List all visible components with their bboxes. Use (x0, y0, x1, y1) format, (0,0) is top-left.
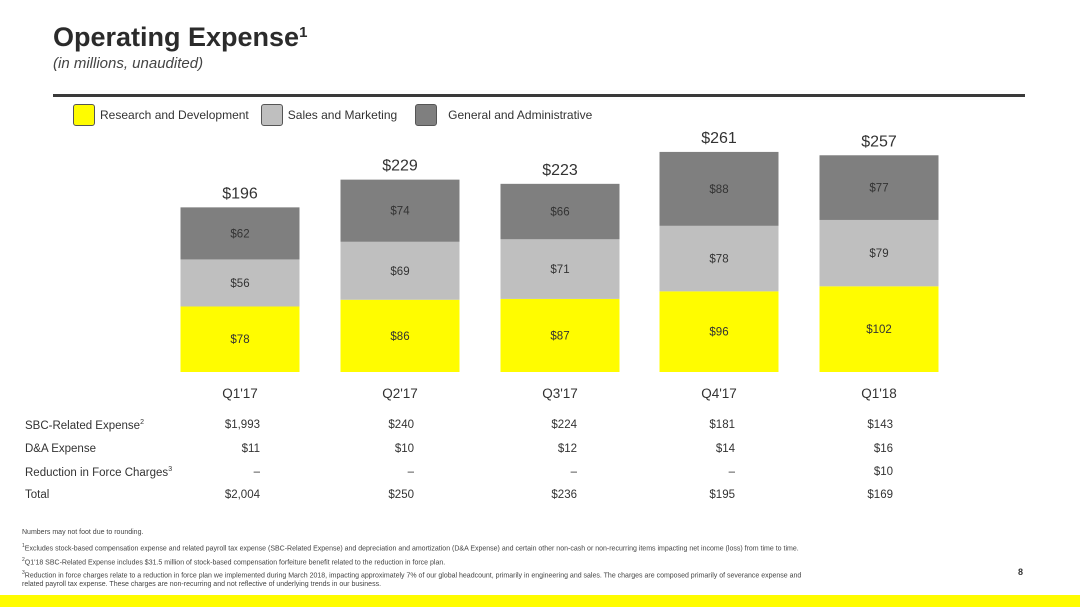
legend-swatch-ga (415, 104, 438, 126)
footnote-rounding: Numbers may not foot due to rounding. (22, 529, 144, 536)
brand-bottom-bar (0, 595, 1080, 607)
bar-label-sm-3: $78 (709, 254, 728, 266)
bar-sm-0 (180, 259, 300, 307)
bar-sm-3 (659, 225, 779, 292)
category-label-3: Q4'17 (701, 386, 737, 401)
header-divider (53, 94, 1025, 97)
table-cell-r2-c3: – (728, 466, 735, 478)
bar-label-ga-1: $74 (390, 206, 410, 218)
table-cell-r0-c4: $143 (867, 419, 893, 431)
table-cell-r2-c0: – (253, 466, 260, 478)
bar-label-rd-3: $96 (709, 327, 728, 339)
bar-label-sm-4: $79 (869, 248, 888, 260)
bar-label-sm-0: $56 (230, 278, 249, 290)
table-cell-r1-c1: $10 (394, 443, 414, 455)
page-subtitle: (in millions, unaudited) (53, 55, 204, 72)
legend-item-ga: General and Administrative (415, 104, 592, 126)
category-label-1: Q2'17 (382, 386, 418, 401)
table-cell-r1-c2: $12 (557, 443, 577, 455)
category-label-0: Q1'17 (222, 386, 258, 401)
page-number: 8 (1018, 567, 1024, 577)
footnote-1: 1Excludes stock-based compensation expen… (22, 543, 799, 553)
table-cell-r3-c4: $169 (867, 489, 893, 501)
table-row-label-total: Total (25, 489, 50, 501)
bar-rd-0 (180, 306, 300, 372)
table-cell-r2-c4: $10 (873, 466, 893, 478)
footnote-3-cont: related payroll tax expense. These charg… (22, 581, 382, 588)
category-label-4: Q1'18 (861, 386, 897, 401)
category-label-2: Q3'17 (542, 386, 578, 401)
table-cell-r3-c0: $2,004 (224, 489, 260, 501)
table-cell-r3-c2: $236 (551, 489, 577, 501)
bar-label-ga-2: $66 (550, 207, 569, 219)
bar-ga-0 (180, 207, 300, 260)
stacked-bar-chart: $78 $56 $62 $196 Q1'17 $86 $69 $74 $229 Q2'17 $87 $… (180, 130, 939, 401)
legend-item-rd: Research and Development (73, 104, 249, 126)
total-label-0: $196 (222, 185, 258, 202)
bar-rd-1 (340, 299, 460, 372)
table-cell-r1-c0: $11 (241, 443, 260, 455)
total-label-4: $257 (861, 133, 897, 150)
bar-label-rd-0: $78 (230, 334, 249, 346)
table-row-label-rif: Reduction in Force Charges3 (25, 466, 173, 479)
table-cell-r0-c1: $240 (388, 419, 414, 431)
footnote-2: 2Q1'18 SBC-Related Expense includes $31.… (22, 557, 446, 567)
table-cell-r1-c4: $16 (873, 443, 893, 455)
total-label-1: $229 (382, 158, 418, 175)
legend-label-rd: Research and Development (100, 108, 249, 122)
bar-ga-4 (819, 155, 939, 220)
legend-label-ga: General and Administrative (448, 108, 593, 122)
table-cell-r2-c2: – (570, 466, 577, 478)
table-cell-r3-c3: $195 (709, 489, 735, 501)
bar-ga-3 (659, 151, 779, 226)
bar-rd-3 (659, 291, 779, 372)
bar-rd-4 (819, 286, 939, 372)
bar-label-ga-0: $62 (230, 228, 249, 240)
bar-ga-2 (500, 183, 620, 240)
bar-sm-1 (340, 241, 460, 300)
bar-label-ga-3: $88 (709, 184, 728, 196)
table-row-label-sbc: SBC-Related Expense2 (25, 419, 144, 432)
bar-label-rd-2: $87 (550, 330, 569, 342)
bar-sm-2 (500, 239, 620, 299)
table-cell-r2-c1: – (407, 466, 414, 478)
table-cell-r0-c0: $1,993 (224, 419, 260, 431)
bar-sm-4 (819, 219, 939, 287)
bar-rd-2 (500, 298, 620, 372)
total-label-3: $261 (701, 130, 737, 147)
chart-legend: Research and Development Sales and Marke… (73, 104, 604, 126)
legend-swatch-sm (260, 104, 283, 126)
bar-label-sm-1: $69 (390, 266, 409, 278)
table-cell-r0-c3: $181 (709, 419, 735, 431)
page-title: Operating Expense1 (53, 22, 308, 52)
bar-label-ga-4: $77 (869, 183, 888, 195)
bar-label-rd-1: $86 (390, 331, 409, 343)
table-row-label-da: D&A Expense (25, 443, 96, 455)
footnote-3: 3Reduction in force charges relate to a … (22, 570, 802, 580)
legend-swatch-rd (73, 104, 95, 126)
bar-label-rd-4: $102 (866, 324, 892, 336)
table-cell-r3-c1: $250 (388, 489, 414, 501)
legend-item-sm: Sales and Marketing (260, 104, 398, 126)
bar-ga-1 (340, 179, 460, 242)
table-cell-r0-c2: $224 (551, 419, 577, 431)
bar-label-sm-2: $71 (550, 264, 569, 276)
table-cell-r1-c3: $14 (715, 443, 735, 455)
total-label-2: $223 (542, 162, 578, 179)
legend-label-sm: Sales and Marketing (287, 108, 398, 122)
